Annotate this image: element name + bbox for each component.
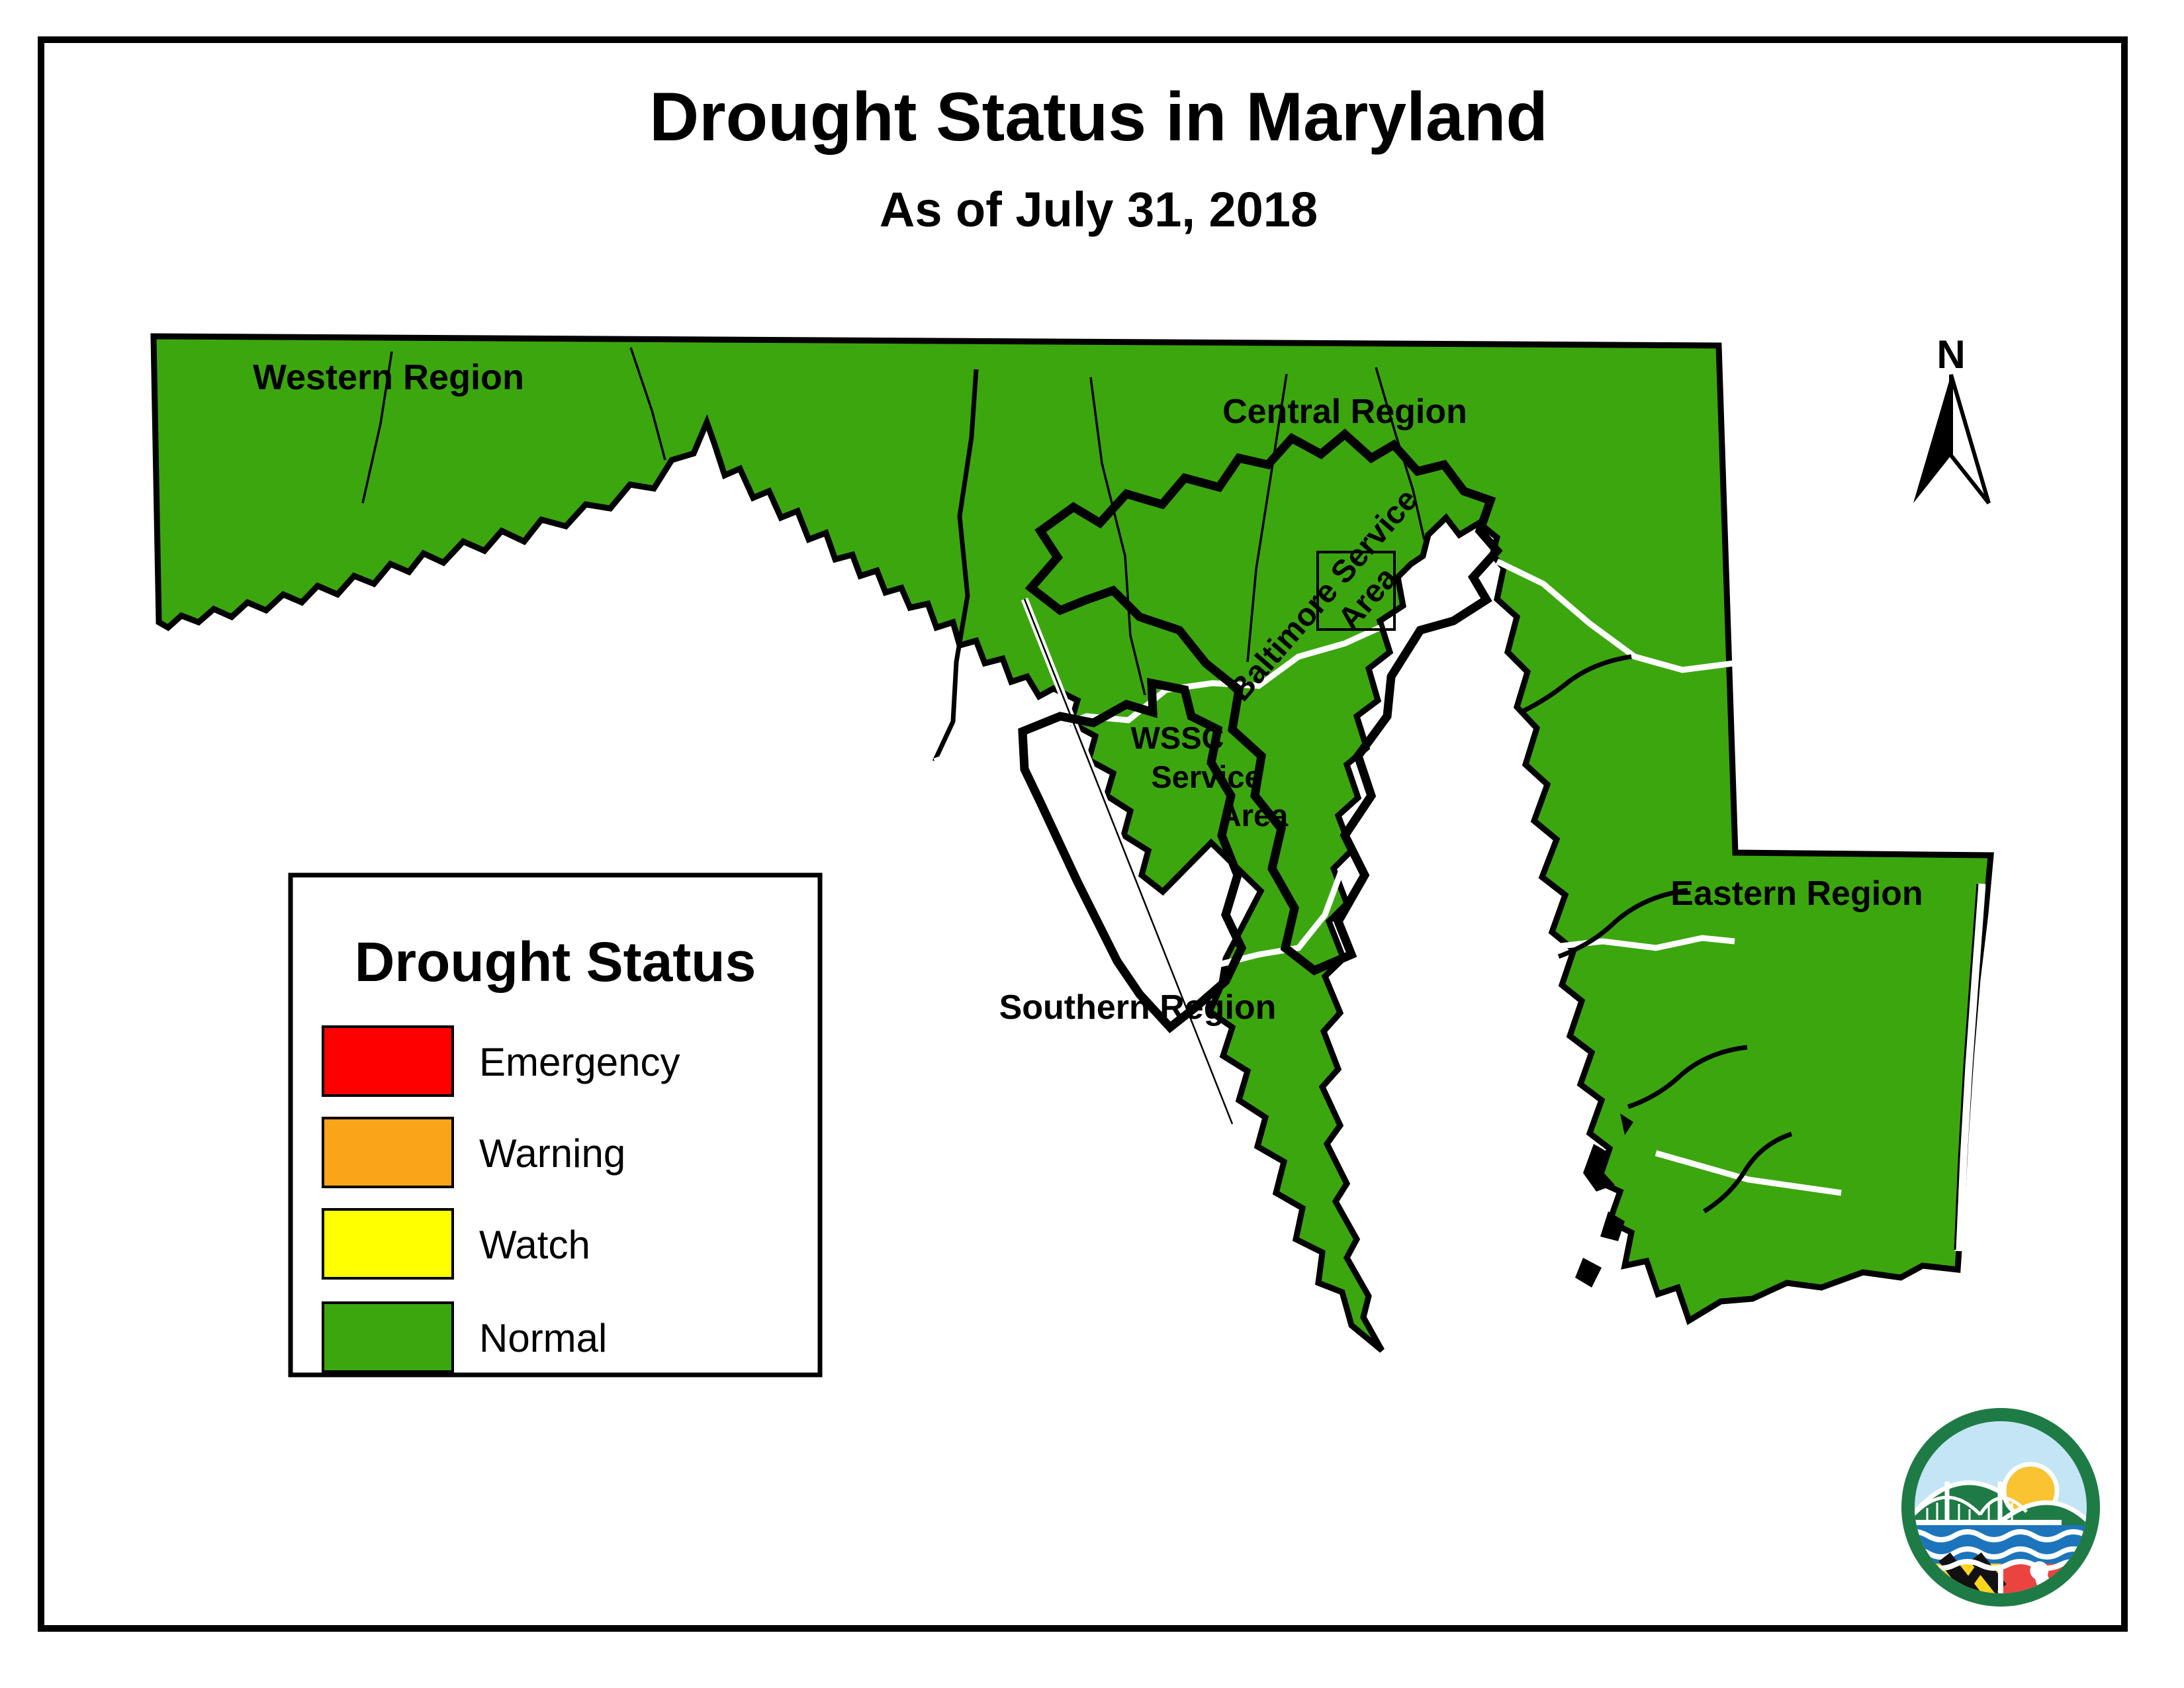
north-arrow-left-half	[1913, 375, 1951, 503]
legend-swatch-watch	[322, 1208, 454, 1280]
coastal-bay-edge	[1954, 883, 1979, 1250]
svg-text:Area: Area	[1219, 798, 1289, 833]
county-boundaries	[361, 347, 1426, 696]
legend-label-emergency: Emergency	[479, 1040, 680, 1084]
legend: Drought Status Emergency Warning Watch N…	[288, 872, 823, 1378]
eastern-shore-rivers	[1521, 654, 1793, 1213]
bay-islands	[1575, 1113, 1633, 1288]
north-arrow-right-half	[1949, 374, 1991, 504]
label-central-region: Central Region	[1222, 393, 1467, 431]
page-title: Drought Status in Maryland	[649, 79, 1548, 156]
label-western-region: Western Region	[253, 357, 524, 397]
legend-title: Drought Status	[355, 931, 756, 993]
maryland-landmass	[150, 333, 1994, 1353]
legend-label-watch: Watch	[479, 1223, 590, 1267]
legend-item-emergency: Emergency	[322, 1025, 680, 1097]
legend-label-normal: Normal	[479, 1316, 607, 1360]
label-eastern-region: Eastern Region	[1670, 874, 1923, 913]
page-frame	[38, 36, 2128, 1632]
maryland-map: Western Region Central Region Eastern Re…	[150, 333, 1994, 1353]
label-southern-region: Southern Region	[999, 988, 1277, 1027]
baltimore-city-box	[1316, 551, 1396, 631]
legend-label-warning: Warning	[479, 1131, 625, 1176]
legend-item-watch: Watch	[322, 1208, 590, 1280]
straight-boundary-centerline	[1023, 598, 1234, 1125]
svg-text:Service: Service	[1151, 759, 1261, 794]
maryland-environment-logo	[1901, 1408, 2100, 1607]
label-wssc-service-area: WSSC Service Area	[1131, 720, 1289, 833]
region-boundary-western-central	[932, 369, 979, 763]
legend-item-warning: Warning	[322, 1117, 625, 1188]
svg-text:WSSC: WSSC	[1131, 720, 1224, 755]
north-arrow: N	[1913, 332, 1991, 504]
legend-swatch-normal	[322, 1301, 454, 1373]
legend-swatch-emergency	[322, 1025, 454, 1097]
legend-swatch-warning	[322, 1117, 454, 1188]
baltimore-service-area-boundary	[1024, 428, 1503, 976]
logo-bay-bridge	[1915, 1481, 2062, 1525]
wssc-service-area-boundary	[1018, 677, 1247, 1033]
legend-item-normal: Normal	[322, 1301, 607, 1373]
north-arrow-label: N	[1936, 332, 1965, 377]
coastal-bay	[1954, 883, 1986, 1252]
page-subtitle: As of July 31, 2018	[880, 182, 1318, 237]
